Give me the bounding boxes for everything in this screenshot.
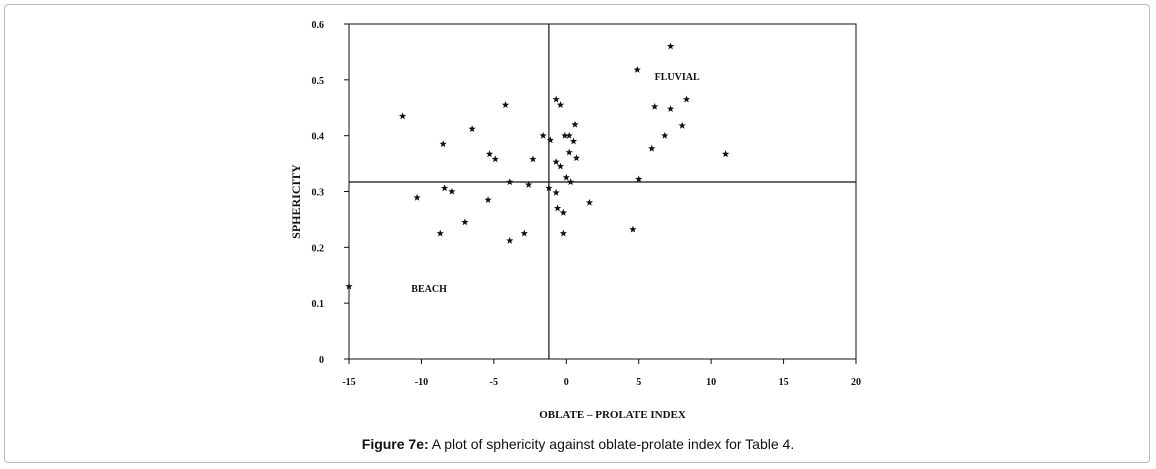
data-point-star (569, 137, 578, 145)
plot-frame (348, 23, 857, 360)
x-tick-label: 0 (564, 377, 569, 388)
data-point-star (629, 225, 637, 233)
data-point-star (448, 187, 456, 195)
data-point-star (529, 155, 537, 163)
region-annotation: BEACH (411, 284, 447, 295)
data-point-star (525, 181, 533, 188)
data-point-star (562, 173, 570, 181)
x-tick-label: -10 (415, 377, 428, 388)
x-tick-label: 15 (779, 377, 789, 388)
data-point-star (572, 154, 581, 162)
data-point-star (546, 136, 554, 144)
figure-caption: Figure 7e: A plot of sphericity against … (0, 436, 1156, 452)
data-point-star (552, 158, 560, 165)
data-point-star (345, 282, 353, 290)
data-point-star (413, 193, 421, 201)
x-tick-label: -15 (342, 377, 355, 388)
data-point-star (506, 178, 514, 186)
axes: -15 -10 -5 0 5 10 15 20 0 0.1 0.2 0.3 0.4 0.5 0.6 (312, 20, 862, 388)
y-tick-label: 0.6 (312, 20, 325, 31)
data-point-star (682, 95, 691, 103)
data-point-star (485, 150, 494, 158)
reference-lines (349, 24, 856, 359)
data-point-star (633, 65, 641, 73)
y-tick-label: 0.3 (312, 188, 325, 199)
caption-label: Figure 7e: (361, 436, 429, 452)
data-point-star (571, 120, 579, 128)
data-point-star (648, 144, 656, 152)
data-points (345, 42, 730, 290)
data-point-star (651, 102, 659, 110)
data-point-star (468, 125, 476, 133)
data-point-star (398, 112, 407, 120)
y-tick-label: 0.5 (312, 76, 325, 87)
caption-text: A plot of sphericity against oblate-prol… (431, 436, 795, 452)
data-point-star (539, 131, 547, 139)
data-point-star (556, 162, 565, 170)
x-tick-label: 20 (851, 377, 861, 388)
data-point-star (501, 101, 510, 109)
data-point-star (553, 204, 562, 212)
labels: OBLATE – PROLATE INDEX SPHERICITY FLUVIAL B… (289, 72, 700, 421)
data-point-star (722, 150, 730, 158)
data-point-star (661, 131, 669, 139)
data-point-star (561, 131, 569, 139)
data-point-star (436, 229, 444, 237)
data-point-star (666, 105, 675, 112)
data-point-star (484, 196, 492, 203)
data-point-star (545, 184, 553, 192)
data-point-star (666, 42, 675, 50)
data-point-star (491, 155, 499, 163)
data-point-star (585, 198, 594, 206)
data-point-star (461, 218, 469, 226)
x-tick-label: 10 (706, 377, 716, 388)
y-tick-label: 0.4 (312, 132, 325, 143)
y-tick-label: 0.1 (312, 299, 325, 310)
data-point-star (635, 175, 643, 183)
data-point-star (559, 208, 567, 216)
x-tick-label: 5 (636, 377, 641, 388)
data-point-star (439, 140, 447, 148)
data-point-star (552, 188, 560, 196)
data-point-star (559, 229, 567, 237)
y-axis-title: SPHERICITY (289, 164, 303, 239)
x-tick-label: -5 (490, 377, 498, 388)
data-point-star (556, 101, 565, 109)
y-tick-label: 0 (319, 355, 324, 366)
data-point-star (440, 184, 449, 192)
region-annotation: FLUVIAL (655, 72, 700, 83)
data-point-star (506, 236, 514, 244)
data-point-star (552, 95, 560, 103)
data-point-star (678, 121, 686, 129)
y-tick-label: 0.2 (312, 243, 325, 254)
data-point-star (520, 229, 528, 237)
data-point-star (565, 131, 573, 139)
data-point-star (567, 178, 575, 186)
data-point-star (565, 148, 573, 156)
figure-frame (4, 4, 1150, 463)
x-axis-title: OBLATE – PROLATE INDEX (539, 409, 686, 421)
